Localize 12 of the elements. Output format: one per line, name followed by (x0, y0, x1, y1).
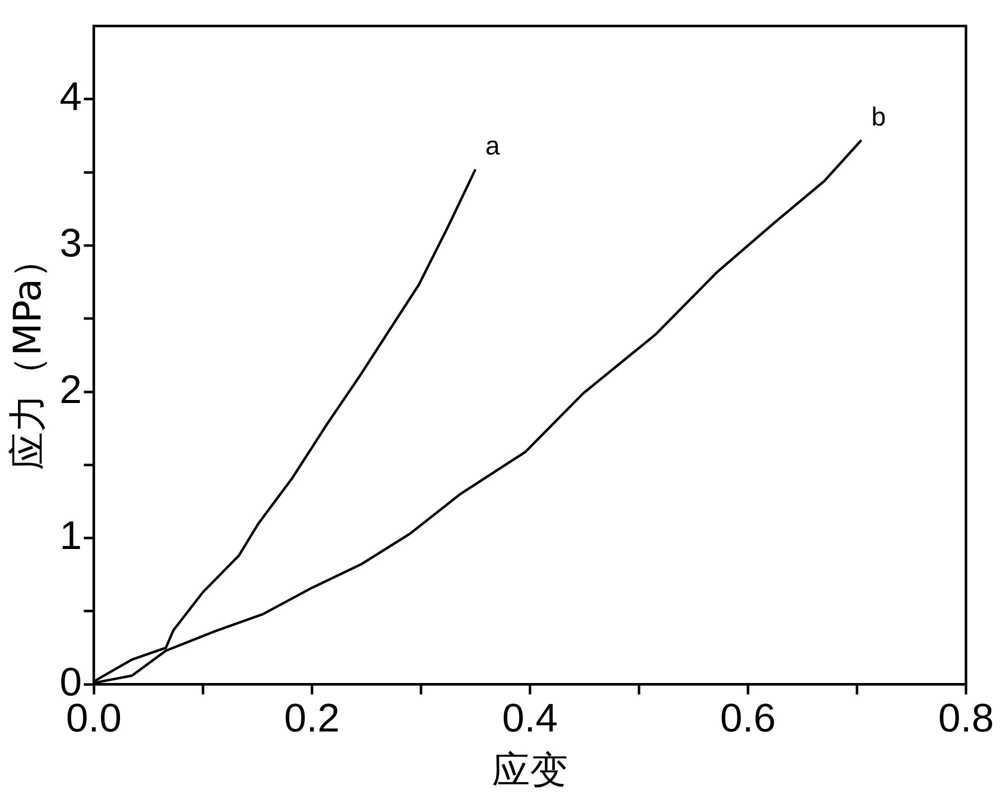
x-tick-label: 0.8 (938, 696, 994, 740)
series-label: b (871, 101, 886, 132)
y-tick-label: 3 (60, 222, 82, 266)
x-tick-label: 0.2 (284, 696, 340, 740)
series-label: a (485, 130, 500, 161)
y-axis-title: 应力（MPa） (6, 240, 50, 470)
y-tick-label: 4 (60, 75, 82, 120)
x-tick-label: 0.6 (720, 696, 776, 740)
x-axis-title: 应变 (492, 748, 568, 792)
y-tick-label: 2 (60, 368, 82, 412)
y-tick-label: 1 (60, 514, 82, 558)
x-tick-label: 0.4 (502, 696, 558, 740)
